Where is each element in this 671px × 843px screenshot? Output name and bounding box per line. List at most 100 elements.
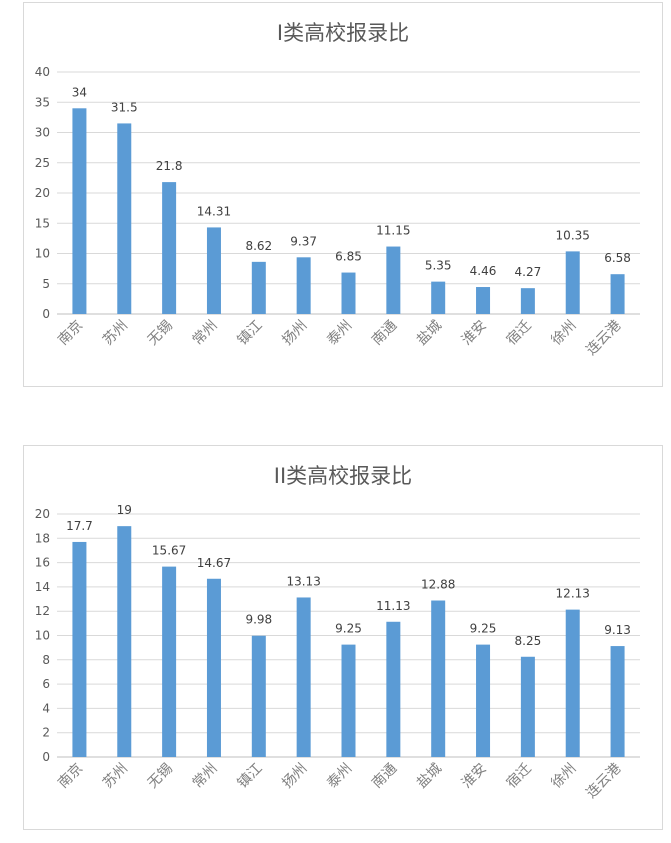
- chart-2-category-label: 泰州: [324, 761, 355, 792]
- chart-1-bar: [162, 182, 177, 314]
- chart-1-y-tick-label: 10: [35, 247, 50, 261]
- chart-1-y-tick-label: 25: [35, 156, 50, 170]
- chart-1-category-label: 无锡: [145, 318, 176, 349]
- chart-1-y-tick-label: 20: [35, 186, 50, 200]
- chart-2-y-tick-label: 16: [35, 556, 50, 570]
- chart-1-plot: 0 5 10 15 20 25 30 35 40 34 南京 31.5 苏州 21.8 无锡 14.31 常州 8…: [35, 65, 640, 359]
- chart-1-data-label: 21.8: [156, 159, 183, 173]
- chart-1-category-label: 镇江: [235, 318, 266, 349]
- chart-2-plot: 0 2 4 6 8 10 12 14 16 18 20 17.7 南京 19 苏州 15.67 无锡 14.67 常…: [35, 503, 640, 802]
- chart-2-data-label: 9.98: [245, 613, 272, 627]
- chart-2-data-label: 11.13: [376, 599, 410, 613]
- chart-1-category-label: 常州: [190, 318, 221, 349]
- chart-1-bar: [72, 108, 87, 314]
- chart-1-category-label: 宿迁: [503, 317, 535, 349]
- chart-2-data-label: 14.67: [197, 556, 231, 570]
- chart-2-data-label: 8.25: [515, 634, 542, 648]
- chart-1-data-label: 11.15: [376, 224, 410, 238]
- chart-2-y-tick-label: 20: [35, 507, 50, 521]
- chart-2-data-label: 9.13: [604, 623, 631, 637]
- chart-2-data-label: 19: [117, 503, 132, 517]
- chart-2-y-tick-label: 6: [42, 677, 50, 691]
- chart-1-bar: [206, 227, 221, 314]
- chart-2-category-label: 镇江: [235, 761, 266, 792]
- chart-2-category-label: 徐州: [548, 761, 579, 792]
- chart-1-y-tick-label: 15: [35, 216, 50, 230]
- chart-2-category-label: 苏州: [100, 761, 131, 792]
- chart-1-y-tick-label: 0: [42, 307, 50, 321]
- chart-1-title: I类高校报录比: [276, 21, 410, 45]
- chart-1-data-label: 5.35: [425, 259, 452, 273]
- chart-1-bar: [610, 274, 625, 314]
- chart-1-bar: [520, 288, 535, 314]
- chart-2-category-label: 扬州: [279, 761, 310, 792]
- chart-2-y-tick-label: 14: [35, 580, 50, 594]
- chart-2-data-label: 9.25: [335, 622, 362, 636]
- chart-1-data-label: 14.31: [197, 204, 231, 218]
- chart-1-category-label: 扬州: [279, 318, 310, 349]
- chart-1-bar: [341, 272, 356, 314]
- chart-1-y-tick-label: 35: [35, 95, 50, 109]
- chart-2-bar: [162, 566, 177, 757]
- chart-1-category-label: 淮安: [459, 318, 490, 349]
- chart-2-category-label: 盐城: [414, 761, 445, 792]
- chart-2-data-label: 12.13: [556, 587, 590, 601]
- chart-2-y-tick-label: 12: [35, 604, 50, 618]
- chart-1-data-label: 6.58: [604, 251, 631, 265]
- chart-2-y-tick-label: 0: [42, 750, 50, 764]
- chart-1-category-label: 泰州: [324, 318, 355, 349]
- chart-2-data-label: 15.67: [152, 544, 186, 558]
- chart-1-bar: [565, 251, 580, 314]
- chart-2-category-label: 宿迁: [503, 760, 535, 792]
- chart-1-category-label: 徐州: [548, 318, 579, 349]
- chart-1-category-label: 连云港: [583, 318, 624, 359]
- chart-1-category-label: 南通: [369, 318, 400, 349]
- chart-2-y-tick-label: 4: [42, 701, 50, 715]
- chart-2-y-tick-label: 8: [42, 653, 50, 667]
- chart-2-y-tick-label: 18: [35, 531, 50, 545]
- chart-2-category-label: 无锡: [145, 761, 176, 792]
- chart-1-y-tick-label: 40: [35, 65, 50, 79]
- chart-2-data-label: 17.7: [66, 519, 93, 533]
- chart-1-bar: [431, 281, 446, 314]
- chart-2-bar: [72, 541, 87, 757]
- chart-2-title: II类高校报录比: [273, 464, 413, 488]
- chart-1-bar: [251, 261, 266, 314]
- chart-1-data-label: 8.62: [245, 239, 272, 253]
- chart-2-category-label: 连云港: [583, 761, 624, 802]
- chart-2-category-label: 南京: [55, 761, 86, 792]
- chart-1-data-label: 4.27: [515, 265, 542, 279]
- chart-1-bar: [296, 257, 311, 314]
- chart-2-bar: [610, 646, 625, 757]
- chart-2-bar: [117, 526, 132, 757]
- chart-2-data-label: 12.88: [421, 578, 455, 592]
- chart-2-bar: [431, 600, 446, 757]
- chart-1-card: I类高校报录比 0 5 10 15 20 25 30 35 40 34 南京 31.5 苏州 21.8 无锡…: [23, 2, 663, 387]
- chart-1-data-label: 9.37: [290, 234, 317, 248]
- chart-2-bar: [520, 656, 535, 757]
- chart-2-category-label: 常州: [190, 761, 221, 792]
- chart-1-category-label: 南京: [55, 318, 86, 349]
- chart-1-bar: [476, 287, 491, 314]
- chart-1-data-label: 31.5: [111, 100, 138, 114]
- chart-2-data-label: 13.13: [286, 574, 320, 588]
- chart-2-bar: [296, 597, 311, 757]
- chart-2-y-tick-label: 2: [42, 726, 50, 740]
- chart-1-y-tick-label: 5: [42, 277, 50, 291]
- chart-1-data-label: 4.46: [470, 264, 497, 278]
- chart-1-y-tick-label: 30: [35, 126, 50, 140]
- chart-1-bar: [117, 123, 132, 314]
- chart-2-bar: [476, 644, 491, 757]
- chart-1-category-label: 盐城: [414, 318, 445, 349]
- chart-2-bar: [565, 609, 580, 757]
- chart-2-bar: [251, 635, 266, 757]
- chart-2-category-label: 淮安: [459, 761, 490, 792]
- chart-2-bar: [341, 644, 356, 757]
- chart-1-category-label: 苏州: [100, 318, 131, 349]
- chart-2-data-label: 9.25: [470, 622, 497, 636]
- chart-2-bar: [206, 578, 221, 757]
- chart-1-data-label: 10.35: [556, 228, 590, 242]
- chart-1-data-label: 6.85: [335, 250, 362, 264]
- chart-1-bar: [386, 246, 401, 314]
- chart-1-data-label: 34: [72, 85, 87, 99]
